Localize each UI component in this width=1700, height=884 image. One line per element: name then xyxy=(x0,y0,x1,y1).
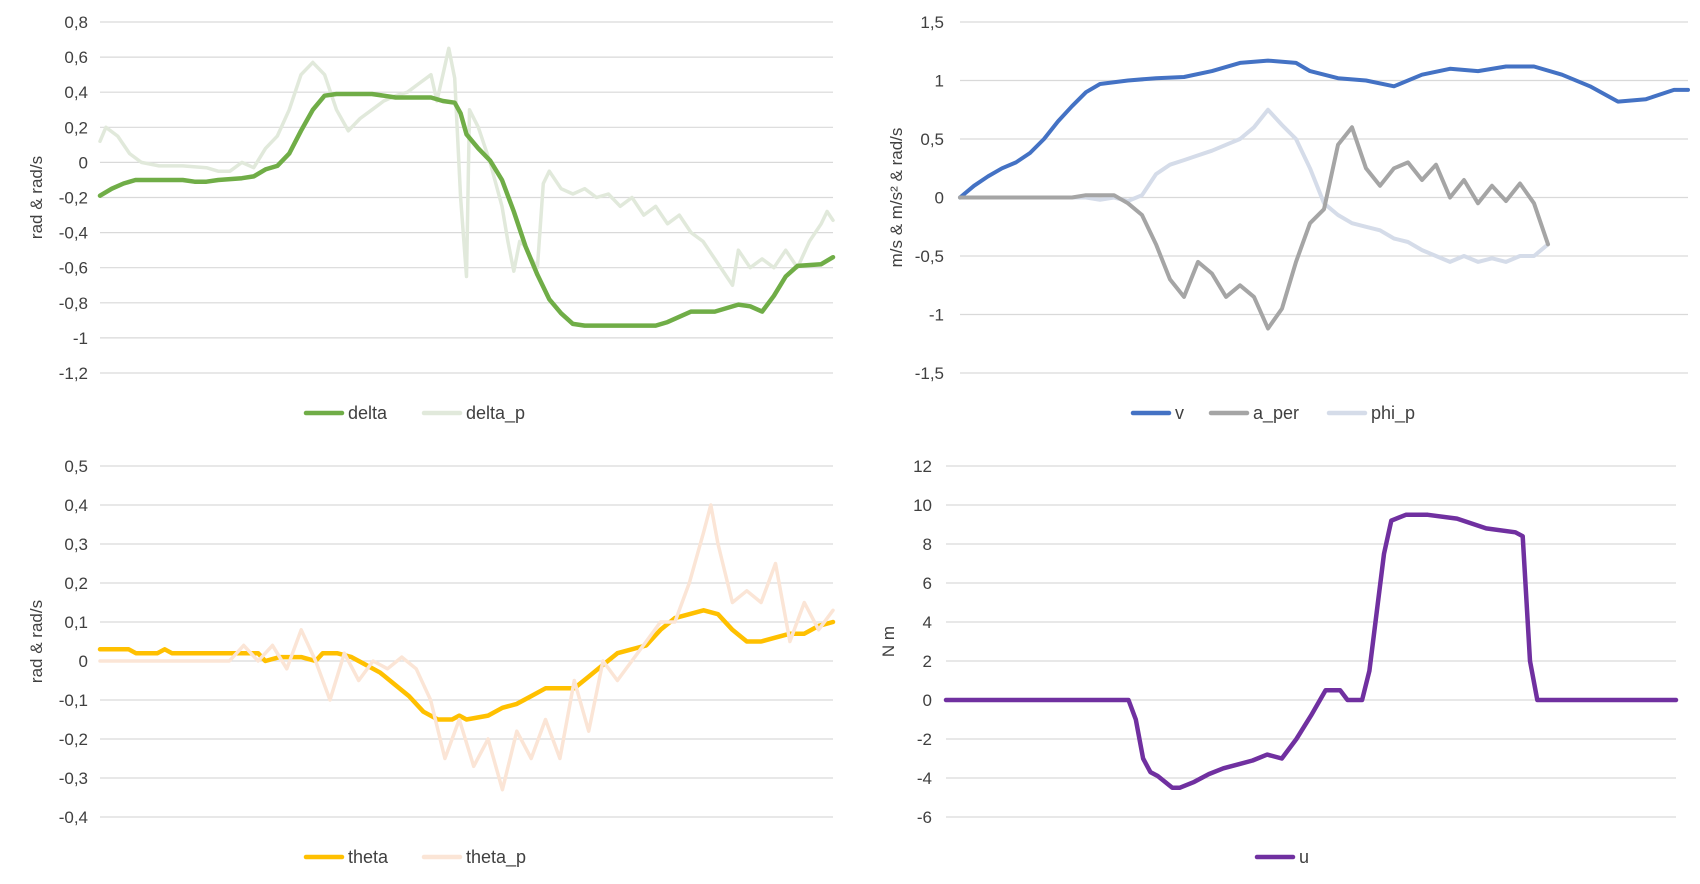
y-tick-label: -1 xyxy=(73,329,88,348)
legend-label-delta: delta xyxy=(348,403,388,423)
chart-velocity: -1,5 -1 -0,5 0 0,5 1 1,5 m/s & m/s² & rad/s v a_p… xyxy=(887,13,1690,424)
y-tick-label: -0,3 xyxy=(59,769,88,788)
legend-label-delta-p: delta_p xyxy=(466,403,525,424)
y-tick-label: -0,1 xyxy=(59,691,88,710)
y-tick-label: 1 xyxy=(935,72,944,91)
y-tick-label: 10 xyxy=(913,496,932,515)
y-tick-label: 6 xyxy=(923,574,932,593)
y-axis-label: rad & rad/s xyxy=(27,156,46,239)
y-tick-label: -6 xyxy=(917,808,932,827)
legend-label-a-per: a_per xyxy=(1253,403,1299,424)
series-line-theta xyxy=(97,608,836,722)
y-tick-label: 0,3 xyxy=(64,535,88,554)
y-tick-label: -1,2 xyxy=(59,364,88,383)
y-tick-label: -0,4 xyxy=(59,808,88,827)
legend: u xyxy=(1254,847,1309,867)
y-tick-label: -0,6 xyxy=(59,259,88,278)
legend-label-theta-p: theta_p xyxy=(466,847,526,868)
y-tick-label: 2 xyxy=(923,652,932,671)
y-tick-label: 0 xyxy=(79,652,88,671)
y-tick-label: -0,8 xyxy=(59,294,88,313)
y-tick-label: 8 xyxy=(923,535,932,554)
y-tick-label: -1 xyxy=(929,306,944,325)
y-tick-label: -0,5 xyxy=(915,247,944,266)
y-axis-label: m/s & m/s² & rad/s xyxy=(887,128,906,268)
legend-label-u: u xyxy=(1299,847,1309,867)
y-tick-label: 0,2 xyxy=(64,574,88,593)
chart-delta: -1,2 -1 -0,8 -0,6 -0,4 -0,2 0 0,2 0,4 0,6 0,8 rad &… xyxy=(27,13,836,424)
legend-label-theta: theta xyxy=(348,847,389,867)
y-tick-label: 1,5 xyxy=(920,13,944,32)
y-tick-label: 0 xyxy=(923,691,932,710)
chart-torque: -6 -4 -2 0 2 4 6 8 10 12 N m u xyxy=(879,457,1679,867)
y-axis-label: rad & rad/s xyxy=(27,600,46,683)
y-tick-label: 0,4 xyxy=(64,83,88,102)
series-line-phi-p xyxy=(1070,107,1550,264)
y-tick-label: 0,2 xyxy=(64,118,88,137)
y-axis-label: N m xyxy=(879,626,898,657)
legend: delta delta_p xyxy=(303,403,525,424)
legend-label-v: v xyxy=(1175,403,1184,423)
y-tick-label: -1,5 xyxy=(915,364,944,383)
y-tick-label: 0,5 xyxy=(920,130,944,149)
chart-theta: -0,4 -0,3 -0,2 -0,1 0 0,1 0,2 0,3 0,4 0,5 rad & ra… xyxy=(27,457,836,868)
series-line-delta xyxy=(97,91,836,328)
series-line-delta-p xyxy=(98,46,835,288)
y-tick-label: 4 xyxy=(923,613,932,632)
legend-label-phi-p: phi_p xyxy=(1371,403,1415,424)
y-tick-label: 0,5 xyxy=(64,457,88,476)
y-tick-label: -0,2 xyxy=(59,189,88,208)
legend: v a_per phi_p xyxy=(1130,403,1415,424)
series-line-v xyxy=(958,58,1690,200)
y-tick-label: 0 xyxy=(79,153,88,172)
y-tick-label: -2 xyxy=(917,730,932,749)
y-tick-label: 12 xyxy=(913,457,932,476)
y-tick-label: 0 xyxy=(935,189,944,208)
y-tick-label: -4 xyxy=(917,769,932,788)
legend: theta theta_p xyxy=(303,847,526,868)
y-tick-label: 0,6 xyxy=(64,48,88,67)
series-line-a-per xyxy=(958,125,1550,331)
y-tick-label: 0,8 xyxy=(64,13,88,32)
y-tick-label: 0,4 xyxy=(64,496,88,515)
series-line-theta-p xyxy=(98,503,835,792)
y-tick-label: 0,1 xyxy=(64,613,88,632)
y-tick-label: -0,4 xyxy=(59,224,88,243)
series-line-u xyxy=(943,512,1679,791)
y-tick-label: -0,2 xyxy=(59,730,88,749)
